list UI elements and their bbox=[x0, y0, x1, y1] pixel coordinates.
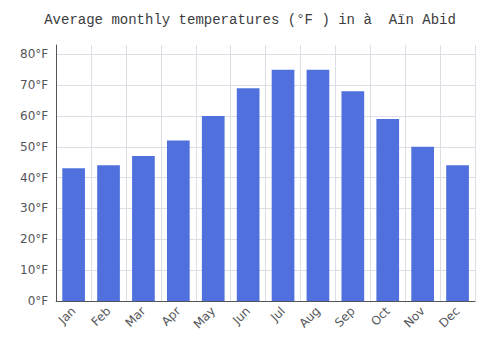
svg-text:60°F: 60°F bbox=[20, 109, 48, 123]
svg-text:Aug: Aug bbox=[296, 304, 322, 330]
svg-text:50°F: 50°F bbox=[20, 140, 48, 154]
svg-text:Dec: Dec bbox=[436, 304, 462, 330]
svg-text:20°F: 20°F bbox=[20, 232, 48, 246]
svg-text:Jul: Jul bbox=[267, 304, 288, 325]
svg-text:40°F: 40°F bbox=[20, 171, 48, 185]
svg-text:Sep: Sep bbox=[332, 304, 358, 330]
svg-text:Jan: Jan bbox=[55, 304, 79, 328]
svg-text:70°F: 70°F bbox=[20, 78, 48, 92]
svg-text:Oct: Oct bbox=[368, 304, 393, 329]
svg-text:Apr: Apr bbox=[159, 304, 184, 329]
svg-text:80°F: 80°F bbox=[20, 47, 48, 61]
svg-text:May: May bbox=[191, 304, 218, 331]
svg-text:30°F: 30°F bbox=[20, 201, 48, 215]
svg-text:10°F: 10°F bbox=[20, 263, 48, 277]
svg-text:0°F: 0°F bbox=[28, 294, 49, 308]
svg-text:Feb: Feb bbox=[89, 304, 114, 329]
svg-text:Mar: Mar bbox=[122, 304, 148, 330]
svg-text:Average monthly temperatures (: Average monthly temperatures (°F ) in à … bbox=[44, 12, 456, 28]
svg-text:Jun: Jun bbox=[229, 304, 253, 328]
svg-text:Nov: Nov bbox=[401, 304, 427, 330]
